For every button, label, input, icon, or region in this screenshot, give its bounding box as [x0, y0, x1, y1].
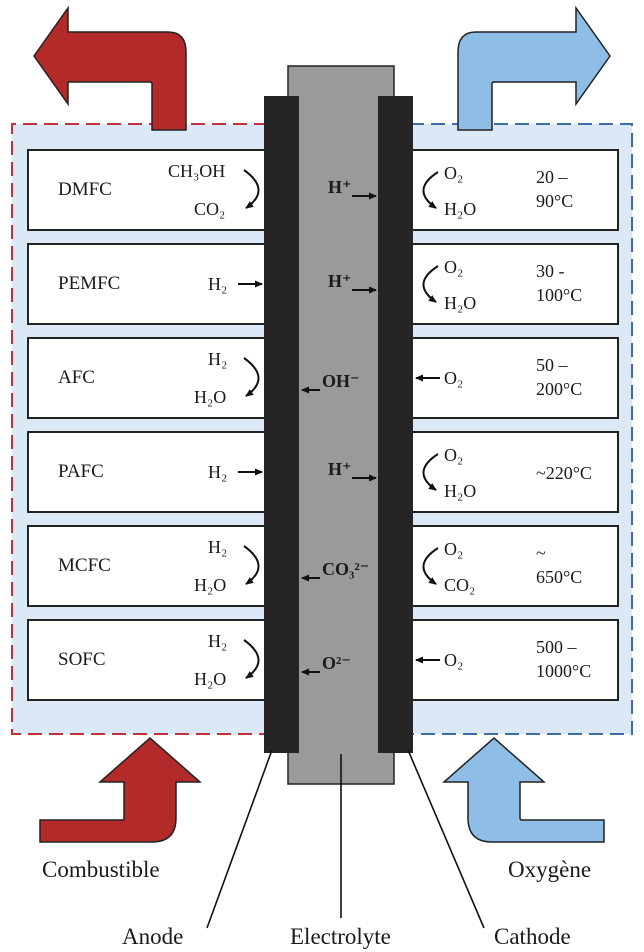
cathode-reactant: O₂ — [444, 257, 464, 277]
operating-temperature: 100°C — [536, 285, 583, 305]
anode-row-box — [27, 619, 275, 701]
anode-reactant: H₂ — [208, 462, 228, 482]
cathode-reactant: O₂ — [444, 539, 464, 559]
anode-reactant: H₂ — [208, 537, 228, 557]
cathode-side-dashed-border — [410, 123, 633, 735]
cathode-reaction-arrow — [422, 265, 439, 303]
cathode-reactant: O₂ — [444, 445, 464, 465]
anode-product: H₂O — [194, 387, 227, 407]
cathode-product: H₂O — [444, 481, 477, 501]
fuel-cell-name: PEMFC — [58, 273, 121, 294]
fuel-cell-name: MCFC — [58, 555, 111, 576]
operating-temperature: ~220°C — [536, 463, 592, 483]
cathode-label: Cathode — [494, 924, 571, 949]
cathode-reactant: O₂ — [444, 368, 464, 388]
oxygen-exhaust-arrow-icon — [457, 5, 611, 131]
anode-reactant: H₂ — [208, 631, 228, 651]
ion-label: CO₃²⁻ — [322, 559, 370, 579]
cathode-leader-line — [407, 749, 485, 929]
anode-electrode — [264, 96, 299, 753]
ion-label: H⁺ — [328, 459, 352, 479]
cathode-row-box — [403, 149, 619, 231]
cathode-electrode — [378, 96, 413, 753]
anode-side-dashed-border — [11, 123, 268, 735]
fuel-cell-name: SOFC — [58, 649, 106, 670]
anode-reactant: CH₃OH — [168, 161, 226, 181]
fuel-cell-name: AFC — [58, 367, 95, 388]
cathode-reaction-arrow — [422, 171, 439, 209]
fuel-cell-name: DMFC — [58, 179, 112, 200]
cathode-reactant: O₂ — [444, 650, 464, 670]
operating-temperature: 30 - — [536, 261, 565, 281]
cathode-row-box — [403, 525, 619, 607]
anode-reaction-arrow — [243, 169, 260, 209]
cathode-reaction-arrow — [422, 547, 439, 585]
anode-product: H₂O — [194, 669, 227, 689]
cathode-product: H₂O — [444, 199, 477, 219]
operating-temperature: 20 – — [536, 167, 568, 187]
cathode-product: CO₂ — [444, 575, 476, 595]
oxygen-inlet-arrow-icon — [442, 737, 605, 843]
anode-reactant: H₂ — [208, 274, 228, 294]
ion-label: OH⁻ — [322, 371, 360, 391]
electrolyte-layer — [287, 65, 395, 785]
oxygene-label: Oxygène — [508, 857, 592, 882]
operating-temperature: 200°C — [536, 379, 583, 399]
anode-row-box — [27, 149, 275, 231]
operating-temperature: ~ — [536, 543, 546, 563]
anode-leader-line — [206, 749, 273, 929]
operating-temperature: 500 – — [536, 637, 577, 657]
ion-label: O²⁻ — [322, 653, 351, 673]
anode-label: Anode — [122, 924, 184, 949]
fuel-cell-name: PAFC — [58, 461, 104, 482]
ion-label: H⁺ — [328, 177, 352, 197]
cathode-reaction-arrow — [422, 453, 439, 491]
anode-reaction-arrow — [243, 545, 260, 585]
operating-temperature: 90°C — [536, 191, 574, 211]
ion-label: H⁺ — [328, 271, 352, 291]
anode-row-box — [27, 337, 275, 419]
cathode-row-box — [403, 243, 619, 325]
fuel-inlet-arrow-icon — [39, 737, 202, 843]
cathode-product: H₂O — [444, 293, 477, 313]
anode-row-box — [27, 431, 275, 513]
cathode-reactant: O₂ — [444, 163, 464, 183]
anode-reactant: H₂ — [208, 349, 228, 369]
anode-reaction-arrow — [243, 639, 260, 679]
anode-product: CO₂ — [194, 199, 226, 219]
operating-temperature: 1000°C — [536, 661, 592, 681]
anode-row-box — [27, 243, 275, 325]
operating-temperature: 650°C — [536, 567, 583, 587]
anode-row-box — [27, 525, 275, 607]
fuel-exhaust-arrow-icon — [33, 5, 187, 131]
electrolyte-label: Electrolyte — [290, 924, 391, 949]
anode-reaction-arrow — [243, 357, 260, 397]
combustible-label: Combustible — [42, 857, 160, 882]
operating-temperature: 50 – — [536, 355, 568, 375]
anode-product: H₂O — [194, 575, 227, 595]
